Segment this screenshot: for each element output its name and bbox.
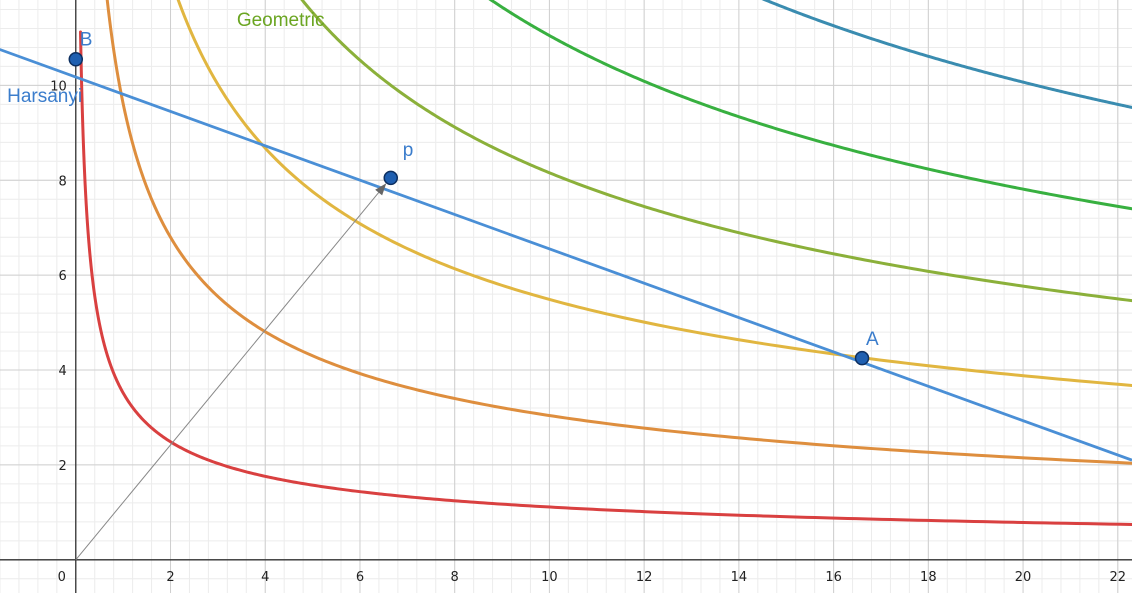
indifference-curve [105,0,1132,465]
x-tick-label: 14 [731,570,748,585]
x-tick-label: 22 [1110,570,1127,585]
y-tick-label: 6 [59,269,67,284]
curves [0,0,1132,561]
vector-arrow-head [375,183,387,196]
indifference-curve [79,30,1132,526]
indifference-curve [761,0,1132,109]
point-label-B: B [80,29,93,50]
vector-arrow [75,188,383,561]
indifference-curve [488,0,1132,211]
points: Bp A [68,29,879,366]
curve-label: Harsanyi [7,86,82,107]
x-tick-label: 16 [825,570,842,585]
x-tick-label: 0 [58,570,66,585]
x-tick-label: 2 [166,570,174,585]
x-tick-label: 12 [636,570,653,585]
y-tick-label: 2 [59,459,67,474]
curve-label: Geometric [237,10,325,31]
y-tick-label: 8 [59,174,67,189]
x-tick-label: 10 [541,570,558,585]
y-tick-label: 4 [59,364,67,379]
indifference-curve [300,0,1132,303]
curve-labels: Geometric Harsanyi [7,10,324,107]
x-tick-label: 18 [920,570,937,585]
point-B [68,52,84,67]
x-tick-label: 8 [451,570,459,585]
x-tick-label: 6 [356,570,364,585]
point-p [383,170,399,186]
x-tick-label: 20 [1015,570,1032,585]
point-label-p: p [403,140,414,161]
point-A [854,350,870,366]
x-tick-label: 4 [261,570,269,585]
point-label-A: A [866,329,879,350]
y-tick-label: 10 [50,79,67,94]
indifference-curve [176,0,1132,387]
harsanyi-line [0,48,1132,462]
